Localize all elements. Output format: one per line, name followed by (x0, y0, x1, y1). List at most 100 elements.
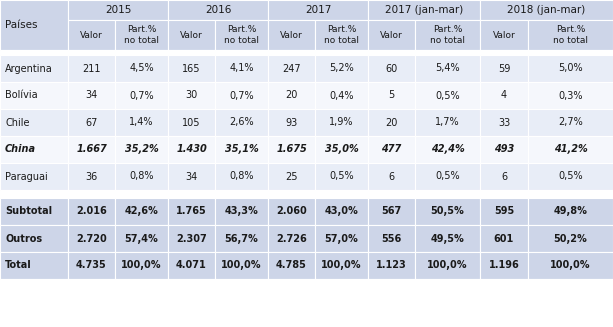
Text: 2.726: 2.726 (276, 233, 307, 244)
Bar (368, 198, 415, 225)
Bar (415, 136, 480, 163)
Text: 100,0%: 100,0% (321, 261, 362, 270)
Text: 4,1%: 4,1% (229, 63, 254, 74)
Bar (315, 109, 368, 136)
Text: 4.071: 4.071 (176, 261, 207, 270)
Bar (68, 82, 115, 109)
Text: 601: 601 (494, 233, 514, 244)
Bar (68, 55, 115, 82)
Text: 1,9%: 1,9% (329, 117, 354, 128)
Text: Valor: Valor (280, 30, 303, 40)
Text: 2017 (jan-mar): 2017 (jan-mar) (385, 5, 463, 15)
Bar (480, 163, 528, 190)
Text: 1,7%: 1,7% (435, 117, 460, 128)
Text: Países: Países (5, 20, 37, 30)
Text: 41,2%: 41,2% (554, 145, 587, 154)
Bar (528, 109, 613, 136)
Text: 1.765: 1.765 (176, 206, 207, 216)
Bar (268, 136, 315, 163)
Bar (115, 252, 168, 279)
Bar (268, 225, 315, 252)
Bar (68, 0, 168, 20)
Text: Part.%
no total: Part.% no total (324, 25, 359, 45)
Text: 59: 59 (498, 63, 510, 74)
Bar (480, 225, 528, 252)
Text: 0,5%: 0,5% (435, 91, 460, 100)
Text: China: China (5, 145, 36, 154)
Bar (480, 252, 528, 279)
Text: 2.720: 2.720 (76, 233, 107, 244)
Text: 56,7%: 56,7% (224, 233, 258, 244)
Text: 35,1%: 35,1% (224, 145, 258, 154)
Text: 556: 556 (381, 233, 402, 244)
Bar (415, 198, 480, 225)
Bar (168, 225, 215, 252)
Text: 4: 4 (501, 91, 507, 100)
Bar (268, 163, 315, 190)
Bar (415, 163, 480, 190)
Text: 25: 25 (285, 171, 298, 181)
Bar (215, 55, 268, 82)
Bar (215, 252, 268, 279)
Bar (268, 198, 315, 225)
Bar (0, 252, 68, 279)
Bar (0, 225, 68, 252)
Text: 567: 567 (381, 206, 402, 216)
Text: 0,7%: 0,7% (129, 91, 154, 100)
Bar (415, 55, 480, 82)
Bar (168, 163, 215, 190)
Bar (368, 109, 415, 136)
Bar (68, 252, 115, 279)
Bar (168, 109, 215, 136)
Bar (115, 109, 168, 136)
Bar (0, 198, 68, 225)
Text: 43,3%: 43,3% (224, 206, 258, 216)
Text: 2,7%: 2,7% (558, 117, 583, 128)
Text: 20: 20 (386, 117, 398, 128)
Bar (168, 82, 215, 109)
Bar (0, 50, 613, 55)
Bar (68, 109, 115, 136)
Text: 165: 165 (182, 63, 200, 74)
Text: 595: 595 (494, 206, 514, 216)
Bar (315, 252, 368, 279)
Bar (528, 163, 613, 190)
Text: Subtotal: Subtotal (5, 206, 52, 216)
Text: 100,0%: 100,0% (221, 261, 262, 270)
Text: 100,0%: 100,0% (427, 261, 468, 270)
Bar (215, 225, 268, 252)
Bar (68, 163, 115, 190)
Bar (528, 82, 613, 109)
Bar (315, 136, 368, 163)
Text: 30: 30 (185, 91, 197, 100)
Bar (268, 20, 315, 50)
Text: 4.735: 4.735 (76, 261, 107, 270)
Text: 100,0%: 100,0% (550, 261, 591, 270)
Text: 2.016: 2.016 (76, 206, 107, 216)
Text: 100,0%: 100,0% (121, 261, 162, 270)
Text: Chile: Chile (5, 117, 29, 128)
Text: 477: 477 (381, 145, 402, 154)
Text: 5,4%: 5,4% (435, 63, 460, 74)
Text: 1.196: 1.196 (489, 261, 519, 270)
Bar (215, 20, 268, 50)
Bar (68, 198, 115, 225)
Text: 2018 (jan-mar): 2018 (jan-mar) (508, 5, 585, 15)
Text: Part.%
no total: Part.% no total (430, 25, 465, 45)
Text: 57,4%: 57,4% (124, 233, 158, 244)
Bar (0, 109, 68, 136)
Bar (315, 225, 368, 252)
Bar (315, 198, 368, 225)
Bar (168, 136, 215, 163)
Bar (415, 109, 480, 136)
Bar (315, 55, 368, 82)
Text: 2016: 2016 (205, 5, 231, 15)
Text: 5,2%: 5,2% (329, 63, 354, 74)
Bar (115, 20, 168, 50)
Bar (528, 55, 613, 82)
Text: 0,4%: 0,4% (329, 91, 354, 100)
Text: 42,4%: 42,4% (430, 145, 465, 154)
Bar (368, 20, 415, 50)
Bar (0, 136, 68, 163)
Bar (480, 0, 613, 20)
